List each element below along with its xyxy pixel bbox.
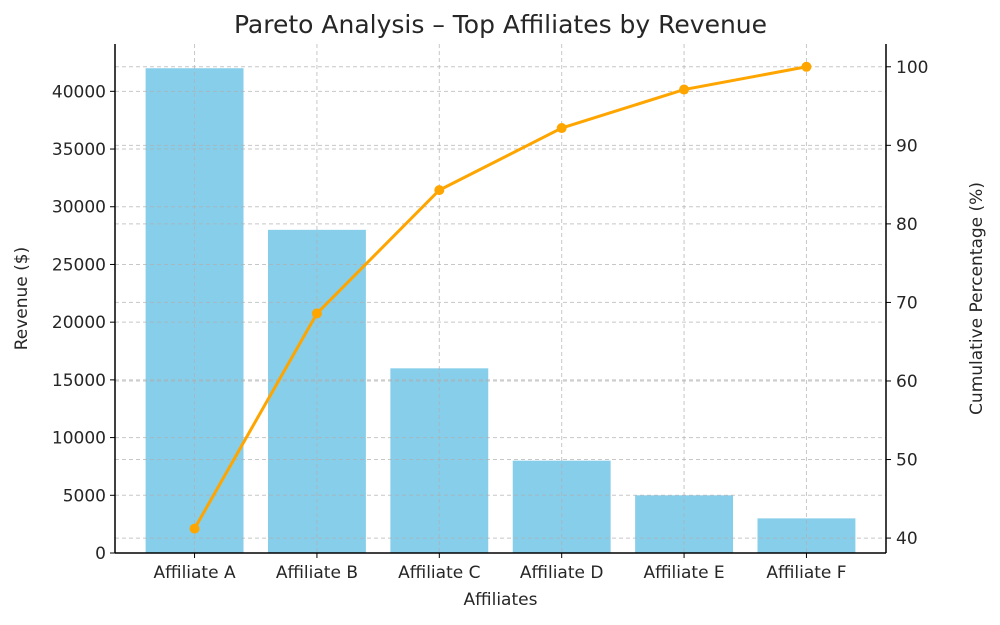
x-tick-label: Affiliate B <box>276 563 358 583</box>
y-tick-label: 20000 <box>52 313 106 333</box>
y2-tick-label: 50 <box>896 451 918 471</box>
x-tick-label: Affiliate E <box>643 563 724 583</box>
y2-tick-label: 90 <box>896 136 918 156</box>
y2-tick-label: 70 <box>896 293 918 313</box>
y-tick-label: 10000 <box>52 429 106 449</box>
y-tick-label: 5000 <box>63 486 106 506</box>
cumulative-point <box>189 523 200 534</box>
y2-tick-label: 100 <box>896 58 928 78</box>
cumulative-point <box>434 185 445 196</box>
x-axis-label: Affiliates <box>464 590 538 610</box>
cumulative-point <box>556 123 567 134</box>
cumulative-point <box>311 308 322 319</box>
x-tick-label: Affiliate C <box>398 563 480 583</box>
cumulative-point <box>679 84 690 95</box>
y-tick-label: 0 <box>95 544 106 564</box>
y-tick-label: 15000 <box>52 371 106 391</box>
x-tick-label: Affiliate D <box>520 563 604 583</box>
y2-tick-label: 40 <box>896 529 918 549</box>
y-axis-label: Revenue ($) <box>12 247 32 351</box>
cumulative-point <box>801 61 812 72</box>
y-tick-label: 35000 <box>52 140 106 160</box>
chart-title: Pareto Analysis – Top Affiliates by Reve… <box>234 10 767 39</box>
y2-axis-label: Cumulative Percentage (%) <box>967 182 987 415</box>
y2-tick-label: 80 <box>896 215 918 235</box>
x-tick-label: Affiliate F <box>766 563 846 583</box>
y-tick-label: 40000 <box>52 82 106 102</box>
y2-tick-label: 60 <box>896 372 918 392</box>
x-tick-label: Affiliate A <box>154 563 236 583</box>
y-tick-label: 25000 <box>52 255 106 275</box>
cumulative-line <box>193 65 807 530</box>
y-tick-label: 30000 <box>52 198 106 218</box>
